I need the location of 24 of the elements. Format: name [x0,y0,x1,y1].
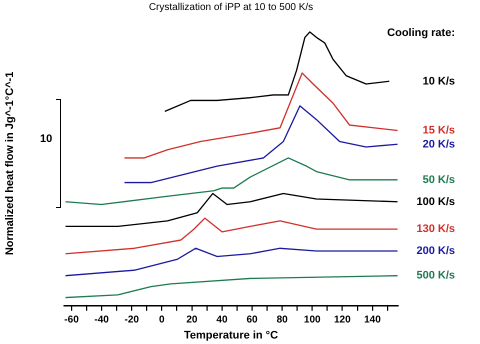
x-tick-label: 100 [304,314,322,326]
x-tick-label: -40 [94,314,110,326]
text: 20 K/s [422,138,455,150]
series-label: 130 K/s [416,223,455,236]
text: 10 [40,133,52,145]
x-axis-title: Temperature in °C [184,329,278,342]
x-tick-label: 40 [216,314,228,326]
series-label: 100 K/s [416,196,455,208]
chart-title: Crystallization of iPP at 10 to 500 K/s [148,2,314,13]
legend-title: Cooling rate: [387,27,455,40]
text: 10 K/s [422,75,455,88]
series-label: 500 K/s [416,270,455,282]
text: 15 K/s [422,124,455,137]
text: 50 K/s [422,174,455,186]
x-tick-label: 80 [276,314,288,326]
x-tick-label: 0 [159,314,166,326]
x-tick-label: 120 [334,314,352,326]
x-tick-label: 140 [364,314,382,326]
y-axis-title: Normalized heat flow in Jg^-1°C^-1 [4,72,16,256]
x-tick-label: 60 [246,314,258,326]
series-label: 200 K/s [416,245,455,258]
x-tick-label: -20 [124,314,140,326]
x-tick-label: 20 [186,314,198,326]
x-tick-label: -60 [64,314,80,326]
